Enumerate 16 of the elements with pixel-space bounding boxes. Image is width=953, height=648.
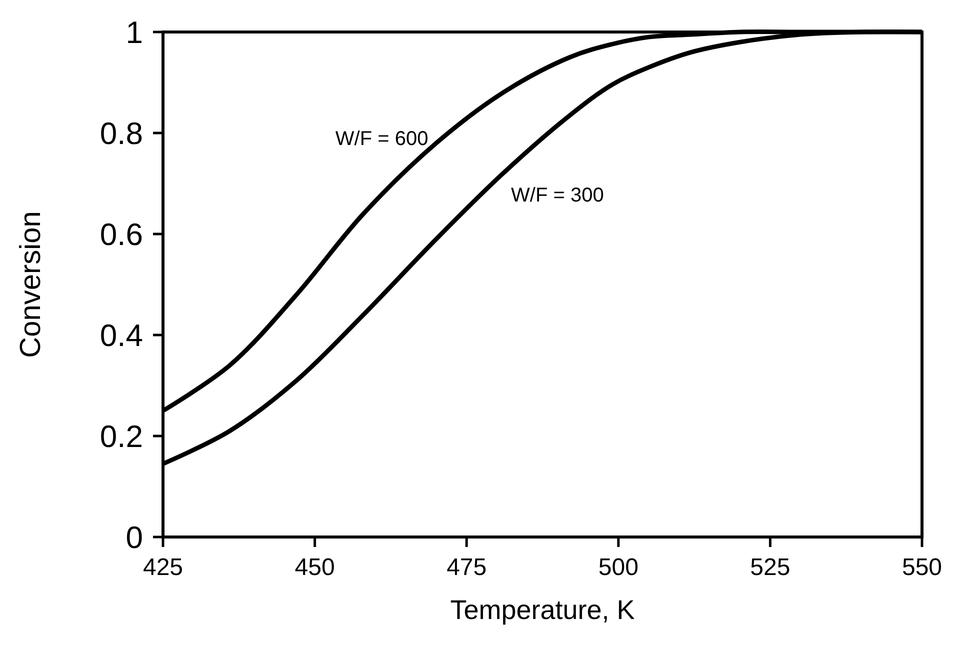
y-tick-label: 0.8 bbox=[100, 116, 143, 151]
x-tick-label: 450 bbox=[294, 554, 335, 581]
x-tick-label: 525 bbox=[750, 554, 790, 581]
y-tick-label: 1 bbox=[126, 15, 143, 50]
x-tick-label: 425 bbox=[142, 554, 184, 581]
series-label: W/F = 600 bbox=[335, 128, 428, 150]
y-tick-label: 0.4 bbox=[100, 318, 143, 353]
x-tick-label: 475 bbox=[446, 554, 487, 581]
x-axis-title: Temperature, K bbox=[450, 595, 635, 625]
x-tick-label: 500 bbox=[598, 554, 638, 581]
x-tick-label: 550 bbox=[902, 554, 942, 581]
y-axis-title: Conversion bbox=[15, 211, 47, 358]
y-tick-label: 0 bbox=[126, 520, 143, 555]
series-label: W/F = 300 bbox=[511, 184, 604, 206]
y-tick-label: 0.2 bbox=[100, 419, 143, 454]
y-tick-label: 0.6 bbox=[100, 217, 143, 252]
